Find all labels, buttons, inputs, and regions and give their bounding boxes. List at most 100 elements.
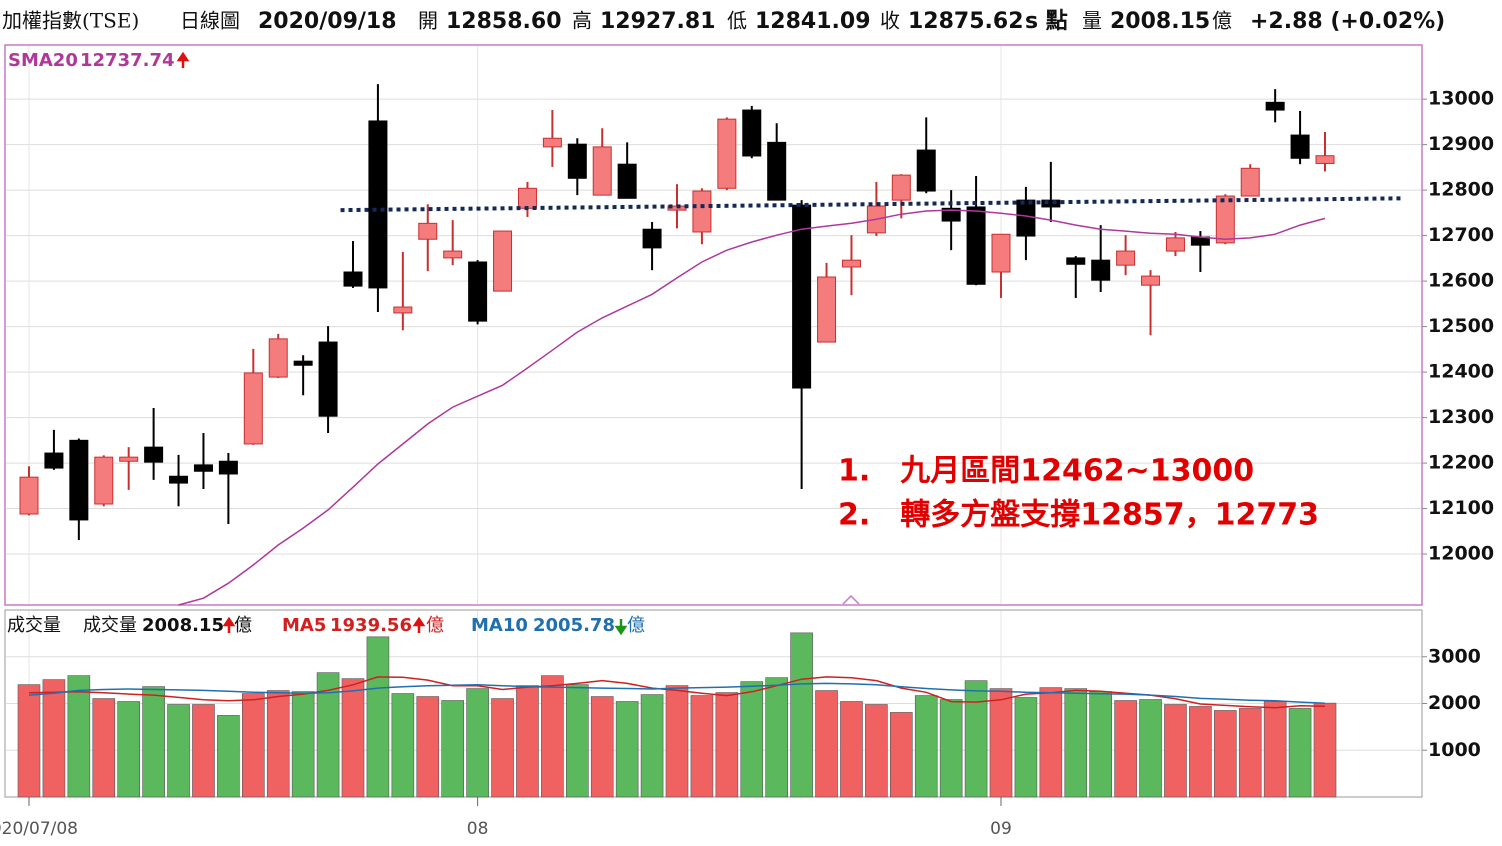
candle-body: [817, 276, 837, 343]
volume-bar: [939, 699, 963, 798]
unit: s 點: [1025, 9, 1068, 34]
volume-bar: [890, 712, 913, 798]
volume-unit: 億: [1212, 9, 1232, 33]
candle-body: [144, 446, 164, 463]
candle-body: [1116, 250, 1136, 266]
line: [28, 676, 1326, 709]
candle-body: [493, 230, 513, 292]
volume-bar: [715, 692, 739, 798]
candle-body: [44, 452, 64, 469]
volume-bar: [1114, 700, 1137, 798]
volume-bar: [615, 701, 639, 798]
candle-body: [841, 259, 861, 268]
candle-body: [318, 341, 338, 417]
volume-bar: [42, 679, 66, 798]
volume-bar: [790, 632, 813, 798]
volume-bar: [765, 677, 788, 798]
volume-bar: [92, 698, 116, 798]
change: +2.88 (+0.02%): [1250, 9, 1445, 34]
candle-body: [1165, 237, 1185, 252]
candle-body: [1290, 134, 1310, 159]
volume-bar: [291, 691, 315, 798]
line: [178, 209, 1326, 606]
volume-bar: [1313, 702, 1337, 798]
legend-name: MA10: [471, 615, 528, 636]
volume-bar: [416, 696, 440, 798]
legend-value: 2005.78: [533, 615, 615, 636]
arrow: [412, 616, 426, 633]
y-tick-label: 12700: [1428, 224, 1494, 246]
volume-bar: [266, 690, 290, 798]
index-name: 加權指數(TSE): [2, 9, 139, 33]
volume-bar: [865, 704, 888, 798]
x-tick-label: 09: [990, 819, 1012, 839]
y-tick-label: 12500: [1428, 315, 1494, 337]
price-panel: [4, 44, 1423, 606]
volume-bar: [964, 680, 988, 798]
arrow: [176, 51, 190, 68]
candle-body: [169, 475, 189, 484]
candle-body: [1240, 167, 1260, 197]
candle-body: [642, 228, 662, 249]
candle-body: [767, 141, 787, 201]
candle-body: [1016, 199, 1036, 237]
legend-name: SMA20: [8, 50, 78, 71]
volume-bar: [1064, 688, 1088, 798]
y-tick-label: 13000: [1428, 88, 1494, 110]
candle-body: [742, 109, 762, 157]
volume-bar: [1214, 710, 1237, 798]
volume-bar: [67, 675, 91, 798]
candle-body: [443, 250, 463, 259]
candle-body: [792, 204, 812, 389]
period: 日線圖: [180, 9, 240, 33]
volume-bar: [640, 694, 664, 798]
annotation: 2. 轉多方盤支撐12857，12773: [838, 498, 1319, 533]
candle-body: [1215, 195, 1235, 244]
volume-bar: [441, 700, 464, 798]
volume-bar: [316, 672, 340, 798]
candle-body: [19, 476, 39, 515]
candle-body: [891, 174, 911, 201]
y-tick-label: 12100: [1428, 497, 1494, 519]
legend-unit: 億: [426, 615, 444, 636]
volume-bar: [914, 695, 938, 798]
volume-bar: [391, 693, 415, 798]
volume-bar: [541, 675, 564, 798]
volume-value: 2008.15: [1110, 9, 1210, 34]
candle-body: [592, 146, 612, 196]
volume-bar: [1139, 699, 1162, 798]
volume-bar: [1238, 708, 1262, 798]
y-tick-label: 1000: [1428, 739, 1481, 761]
candle-body: [1141, 275, 1161, 286]
y-tick-label: 12800: [1428, 179, 1494, 201]
header: 加權指數(TSE) 日線圖 2020/09/18 開 12858.60 高 12…: [2, 9, 1445, 35]
volume-bar: [341, 678, 365, 798]
volume-bar: [167, 704, 190, 798]
date: 2020/09/18: [258, 9, 397, 34]
legend-value: 12737.74: [80, 50, 175, 71]
candle-body: [368, 120, 388, 289]
candle-body: [468, 261, 488, 322]
volume-bar: [989, 688, 1013, 798]
candle-body: [418, 222, 438, 240]
sma-legend: SMA20 12737.74: [8, 50, 190, 71]
volume-bar: [217, 715, 240, 798]
y-tick-label: 12000: [1428, 543, 1494, 565]
y-tick-label: 3000: [1428, 645, 1481, 667]
candle-body: [268, 338, 288, 378]
volume-title: 成交量: [7, 615, 61, 636]
candle-body: [343, 271, 363, 287]
volume-bar: [491, 698, 514, 798]
grid: 12000 12100 12200 12300 12400 12500 12600 12700…: [0, 46, 1494, 839]
candle-body: [119, 456, 139, 462]
volume-bar: [1014, 697, 1038, 798]
y-tick-label: 12400: [1428, 361, 1494, 383]
x-tick-label: 2020/07/08: [0, 819, 78, 839]
candle-body: [617, 163, 637, 199]
quote-value: 12858.60: [446, 9, 562, 34]
pointer: [842, 594, 860, 605]
volume-bar: [142, 686, 165, 798]
candle-body: [393, 306, 413, 314]
